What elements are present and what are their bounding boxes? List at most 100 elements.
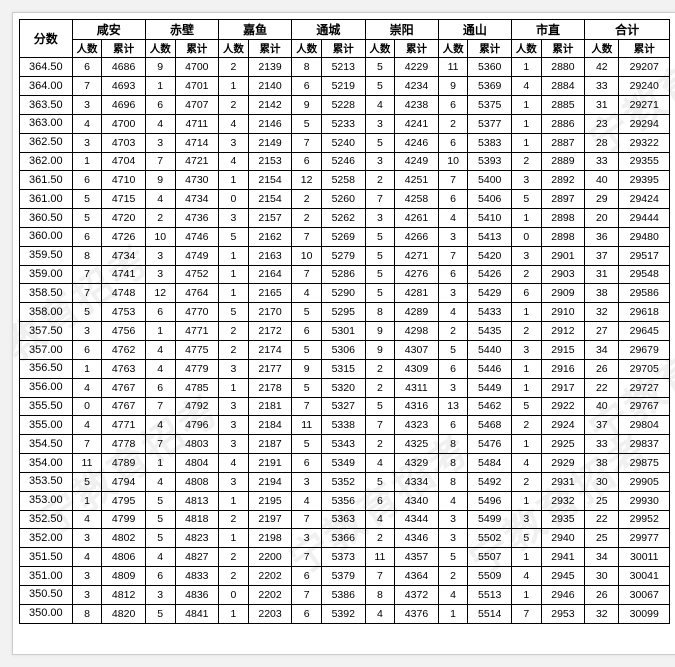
- value-cell: 6: [145, 378, 175, 397]
- value-cell: 4234: [395, 77, 438, 96]
- value-cell: 7: [292, 510, 322, 529]
- header-sub: 人数: [219, 40, 249, 58]
- value-cell: 4: [72, 114, 102, 133]
- value-cell: 4820: [102, 604, 145, 623]
- value-cell: 5219: [322, 77, 365, 96]
- value-cell: 4808: [175, 472, 218, 491]
- value-cell: 4778: [102, 435, 145, 454]
- value-cell: 3: [72, 529, 102, 548]
- value-cell: 30041: [619, 567, 670, 586]
- value-cell: 29705: [619, 359, 670, 378]
- value-cell: 2: [365, 529, 395, 548]
- table-row: 357.503475614771221726530194298254352291…: [20, 322, 670, 341]
- table-row: 350.008482054841122036539244376155147295…: [20, 604, 670, 623]
- value-cell: 7: [72, 265, 102, 284]
- value-cell: 2200: [248, 548, 291, 567]
- value-cell: 5269: [322, 227, 365, 246]
- value-cell: 25: [585, 529, 619, 548]
- value-cell: 6: [365, 491, 395, 510]
- value-cell: 5286: [322, 265, 365, 284]
- value-cell: 4809: [102, 567, 145, 586]
- value-cell: 5513: [468, 585, 511, 604]
- value-cell: 4372: [395, 585, 438, 604]
- header-sub: 累计: [395, 40, 438, 58]
- value-cell: 5369: [468, 77, 511, 96]
- value-cell: 2: [219, 58, 249, 77]
- value-cell: 29952: [619, 510, 670, 529]
- value-cell: 26: [585, 359, 619, 378]
- value-cell: 4251: [395, 171, 438, 190]
- value-cell: 5: [438, 341, 468, 360]
- value-cell: 2931: [541, 472, 584, 491]
- value-cell: 1: [511, 435, 541, 454]
- value-cell: 5260: [322, 190, 365, 209]
- value-cell: 11: [365, 548, 395, 567]
- value-cell: 4: [219, 152, 249, 171]
- value-cell: 2916: [541, 359, 584, 378]
- value-cell: 5: [292, 114, 322, 133]
- header-sub: 累计: [175, 40, 218, 58]
- value-cell: 2940: [541, 529, 584, 548]
- value-cell: 8: [438, 472, 468, 491]
- value-cell: 4329: [395, 454, 438, 473]
- table-row: 357.006476244775221745530694307554403291…: [20, 341, 670, 360]
- value-cell: 2: [145, 209, 175, 228]
- value-cell: 0: [72, 397, 102, 416]
- value-cell: 5240: [322, 133, 365, 152]
- score-cell: 352.50: [20, 510, 73, 529]
- value-cell: 5356: [322, 491, 365, 510]
- score-cell: 359.00: [20, 265, 73, 284]
- value-cell: 3: [145, 133, 175, 152]
- value-cell: 4792: [175, 397, 218, 416]
- score-cell: 363.50: [20, 96, 73, 115]
- value-cell: 3: [438, 227, 468, 246]
- value-cell: 2898: [541, 209, 584, 228]
- value-cell: 5446: [468, 359, 511, 378]
- value-cell: 4: [511, 567, 541, 586]
- table-row: 354.001147891480442191653494432985484429…: [20, 454, 670, 473]
- value-cell: 3: [511, 171, 541, 190]
- table-row: 355.004477144796321841153387432365468229…: [20, 416, 670, 435]
- value-cell: 4748: [102, 284, 145, 303]
- value-cell: 5426: [468, 265, 511, 284]
- value-cell: 5: [365, 133, 395, 152]
- value-cell: 29395: [619, 171, 670, 190]
- value-cell: 4749: [175, 246, 218, 265]
- value-cell: 1: [72, 491, 102, 510]
- value-cell: 5295: [322, 303, 365, 322]
- value-cell: 5373: [322, 548, 365, 567]
- score-cell: 363.00: [20, 114, 73, 133]
- table-row: 359.508473434749121631052795427175420329…: [20, 246, 670, 265]
- table-row: 352.003480254823121983536624346355025294…: [20, 529, 670, 548]
- table-row: 352.504479954818221977536344344354993293…: [20, 510, 670, 529]
- value-cell: 7: [292, 133, 322, 152]
- score-cell: 354.50: [20, 435, 73, 454]
- value-cell: 5: [72, 303, 102, 322]
- value-cell: 4823: [175, 529, 218, 548]
- value-cell: 30099: [619, 604, 670, 623]
- value-cell: 5476: [468, 435, 511, 454]
- value-cell: 5349: [322, 454, 365, 473]
- table-row: 353.505479444808321943535254334854922293…: [20, 472, 670, 491]
- score-cell: 355.00: [20, 416, 73, 435]
- value-cell: 4741: [102, 265, 145, 284]
- value-cell: 5320: [322, 378, 365, 397]
- table-row: 351.504480644827222007537311435755507129…: [20, 548, 670, 567]
- value-cell: 4346: [395, 529, 438, 548]
- value-cell: 5507: [468, 548, 511, 567]
- value-cell: 2: [365, 171, 395, 190]
- value-cell: 2170: [248, 303, 291, 322]
- value-cell: 4813: [175, 491, 218, 510]
- score-cell: 361.00: [20, 190, 73, 209]
- value-cell: 3: [72, 585, 102, 604]
- table-row: 356.501476344779321779531524309654461291…: [20, 359, 670, 378]
- value-cell: 38: [585, 454, 619, 473]
- value-cell: 40: [585, 397, 619, 416]
- score-cell: 354.00: [20, 454, 73, 473]
- value-cell: 38: [585, 284, 619, 303]
- value-cell: 2: [511, 416, 541, 435]
- value-cell: 29875: [619, 454, 670, 473]
- value-cell: 4779: [175, 359, 218, 378]
- value-cell: 4: [145, 341, 175, 360]
- value-cell: 4734: [175, 190, 218, 209]
